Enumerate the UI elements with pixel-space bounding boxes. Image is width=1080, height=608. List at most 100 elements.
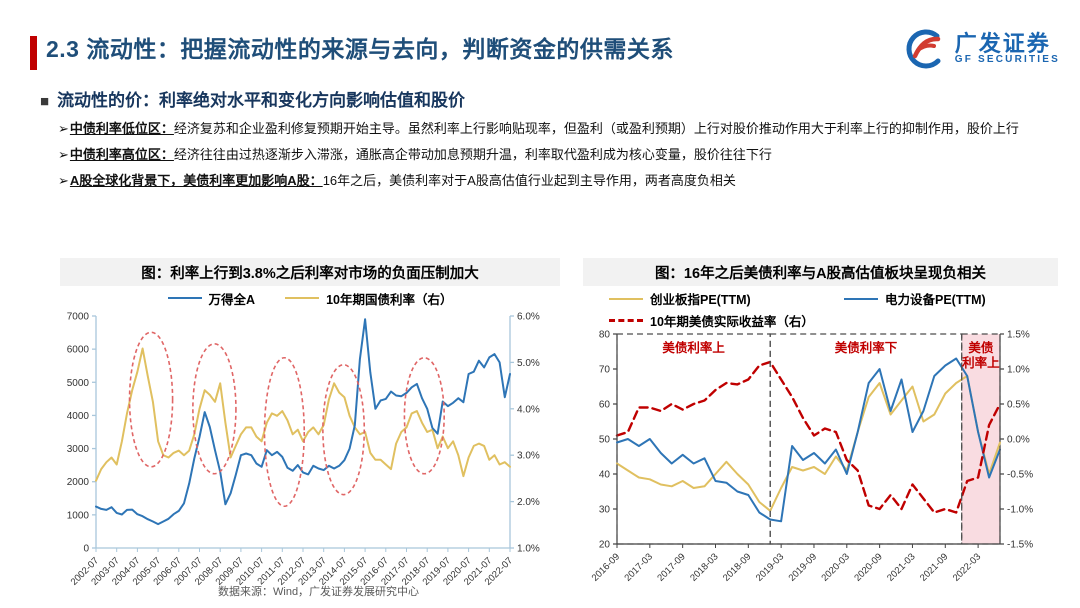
- rate-peak-ellipses: [128, 331, 445, 508]
- svg-text:5.0%: 5.0%: [517, 358, 540, 369]
- svg-text:2020-03: 2020-03: [819, 551, 851, 583]
- svg-text:0: 0: [83, 544, 89, 555]
- red-dashed-line-icon: [609, 319, 643, 322]
- legend-item-power-equipment-pe: 电力设备PE(TTM): [844, 289, 1058, 308]
- svg-text:2018-03: 2018-03: [688, 551, 720, 583]
- region-borders-and-labels: 美债利率上 美债利率下 美债利率上: [616, 333, 1001, 545]
- bullet-1-lead: 中债利率低位区：: [69, 121, 174, 136]
- svg-text:20: 20: [599, 540, 611, 551]
- yellow-line-icon: [285, 297, 320, 299]
- legend-item-cgb-10y: 10年期国债利率（右）: [285, 289, 452, 308]
- svg-text:30: 30: [599, 505, 611, 516]
- svg-text:-0.5%: -0.5%: [1007, 470, 1033, 481]
- legend-label: 10年期国债利率（右）: [326, 292, 453, 307]
- svg-text:50: 50: [599, 435, 611, 446]
- arrow-bullet-icon: ➢: [58, 147, 69, 163]
- svg-text:2021-09: 2021-09: [918, 551, 950, 583]
- left-chart-panel: 图：利率上行到3.8%之后利率对市场的负面压制加大 万得全A 10年期国债利率（…: [60, 258, 560, 602]
- bullet-3-text: 16年之后，美债利率对于A股高估值行业起到主导作用，两者高度负相关: [322, 173, 736, 189]
- svg-text:3000: 3000: [67, 444, 90, 455]
- section-subtitle: ■ 流动性的价：利率绝对水平和变化方向影响估值和股价: [40, 86, 465, 111]
- left-chart-title: 图：利率上行到3.8%之后利率对市场的负面压制加大: [60, 258, 560, 286]
- svg-text:4.0%: 4.0%: [517, 404, 540, 415]
- gf-logo-en: GF SECURITIES: [954, 54, 1060, 66]
- bullet-item-2: ➢中债利率高位区：经济往往由过热逐渐步入滞涨，通胀高企带动加息预期升温，利率取代…: [58, 144, 1056, 165]
- right-chart-title: 图：16年之后美债利率与A股高估值板块呈现负相关: [583, 258, 1058, 286]
- arrow-bullet-icon: ➢: [58, 121, 69, 136]
- left-chart-legend: 万得全A 10年期国债利率（右）: [60, 286, 560, 310]
- svg-text:0.0%: 0.0%: [1007, 435, 1030, 446]
- svg-text:美债利率下: 美债利率下: [835, 340, 898, 355]
- svg-text:2019-09: 2019-09: [787, 551, 819, 583]
- series-power-equipment-pe: [616, 357, 1001, 523]
- legend-label: 创业板指PE(TTM): [650, 293, 751, 307]
- bullet-item-3: ➢A股全球化背景下，美债利率更加影响A股：16年之后，美债利率对于A股高估值行业…: [58, 170, 1056, 191]
- bullet-list: ➢中债利率低位区：经济复苏和企业盈利修复预期开始主导。虽然利率上行影响贴现率，但…: [58, 118, 1056, 196]
- svg-text:1.5%: 1.5%: [1007, 330, 1030, 341]
- svg-text:2017-03: 2017-03: [623, 551, 655, 583]
- section-subtitle-text: 流动性的价：利率绝对水平和变化方向影响估值和股价: [57, 91, 466, 110]
- svg-text:利率上: 利率上: [962, 355, 1000, 370]
- svg-text:4000: 4000: [67, 411, 90, 422]
- svg-text:70: 70: [599, 365, 611, 376]
- svg-text:0.5%: 0.5%: [1007, 400, 1030, 411]
- bullet-3-lead: A股全球化背景下，美债利率更加影响A股：: [69, 173, 323, 189]
- svg-text:-1.5%: -1.5%: [1007, 540, 1033, 551]
- right-chart-legend: 创业板指PE(TTM) 电力设备PE(TTM) 10年期美债实际收益率（右）: [583, 286, 1058, 329]
- square-bullet-icon: ■: [40, 93, 50, 110]
- yellow-line-icon: [609, 297, 643, 300]
- series-chinext-pe: [616, 375, 1001, 512]
- bullet-2-lead: 中债利率高位区：: [69, 147, 174, 163]
- page-title: 2.3 流动性：把握流动性的来源与去向，判断资金的供需关系: [46, 36, 674, 62]
- series-wande-all-a: [95, 318, 511, 526]
- data-source-note: 数据来源：Wind，广发证券发展研究中心: [218, 586, 420, 598]
- svg-text:2016-09: 2016-09: [590, 551, 622, 583]
- svg-text:6000: 6000: [67, 345, 90, 356]
- svg-text:1.0%: 1.0%: [1007, 365, 1030, 376]
- legend-item-chinext-pe: 创业板指PE(TTM): [609, 289, 844, 308]
- svg-text:1000: 1000: [67, 510, 90, 521]
- svg-text:-1.0%: -1.0%: [1007, 505, 1033, 516]
- gf-logo-text: 广发证券 GF SECURITIES: [955, 32, 1060, 66]
- legend-label: 10年期美债实际收益率（右）: [650, 315, 814, 329]
- left-chart-x-labels: 2002-072003-072004-072005-072006-072007-…: [69, 548, 515, 588]
- series-us-10y-real-yield: [615, 360, 1002, 514]
- right-chart-panel: 图：16年之后美债利率与A股高估值板块呈现负相关 创业板指PE(TTM) 电力设…: [583, 258, 1058, 598]
- left-chart-plot: 0 1000 2000 3000 4000 5000 6000 7000 1.0% 2.0% 3.0…: [67, 312, 540, 588]
- svg-text:2018-09: 2018-09: [721, 551, 753, 583]
- left-chart-axes: 0 1000 2000 3000 4000 5000 6000 7000 1.0% 2.0% 3.0…: [67, 312, 540, 555]
- legend-label: 电力设备PE(TTM): [885, 293, 986, 307]
- svg-text:2017-09: 2017-09: [655, 551, 687, 583]
- svg-text:2.0%: 2.0%: [517, 497, 540, 508]
- svg-text:7000: 7000: [67, 312, 90, 323]
- gf-securities-logo: 广发证券 GF SECURITIES: [901, 26, 1060, 72]
- legend-label: 万得全A: [208, 292, 256, 307]
- blue-line-icon: [167, 297, 202, 299]
- legend-item-wande-all-a: 万得全A: [167, 289, 256, 308]
- svg-text:60: 60: [599, 400, 611, 411]
- arrow-bullet-icon: ➢: [58, 173, 69, 189]
- series-cgb-10y-yield: [95, 347, 511, 482]
- svg-text:2000: 2000: [67, 477, 90, 488]
- svg-text:2021-03: 2021-03: [885, 551, 917, 583]
- bullet-1-text: 经济复苏和企业盈利修复预期开始主导。虽然利率上行影响贴现率，但盈利（或盈利预期）…: [173, 121, 1019, 136]
- bullet-item-1: ➢中债利率低位区：经济复苏和企业盈利修复预期开始主导。虽然利率上行影响贴现率，但…: [58, 118, 1056, 139]
- svg-text:美债利率上: 美债利率上: [662, 340, 725, 355]
- svg-text:2019-03: 2019-03: [754, 551, 786, 583]
- svg-text:美债: 美债: [968, 340, 994, 355]
- svg-text:2022-03: 2022-03: [951, 551, 983, 583]
- blue-line-icon: [844, 297, 878, 300]
- gf-logo-mark-icon: [906, 29, 941, 69]
- legend-item-us-real-yield: 10年期美债实际收益率（右）: [609, 311, 844, 330]
- gf-logo-cn: 广发证券: [954, 31, 1051, 57]
- svg-text:5000: 5000: [67, 378, 90, 389]
- title-accent-bar: [30, 36, 37, 70]
- svg-text:40: 40: [599, 470, 611, 481]
- svg-text:2020-09: 2020-09: [852, 551, 884, 583]
- svg-text:6.0%: 6.0%: [517, 312, 540, 323]
- bullet-2-text: 经济往往由过热逐渐步入滞涨，通胀高企带动加息预期升温，利率取代盈利成为核心变量，…: [173, 147, 772, 163]
- right-chart-x-labels: 2016-09 2017-03 2017-09 2018-03 2018-09 2019-…: [590, 544, 983, 584]
- svg-text:3.0%: 3.0%: [517, 451, 540, 462]
- right-chart-plot: 20 30 40 50 60 70 80 1.5% 1.0% 0.5% 0.0% -0.5% -1.0%…: [590, 330, 1034, 584]
